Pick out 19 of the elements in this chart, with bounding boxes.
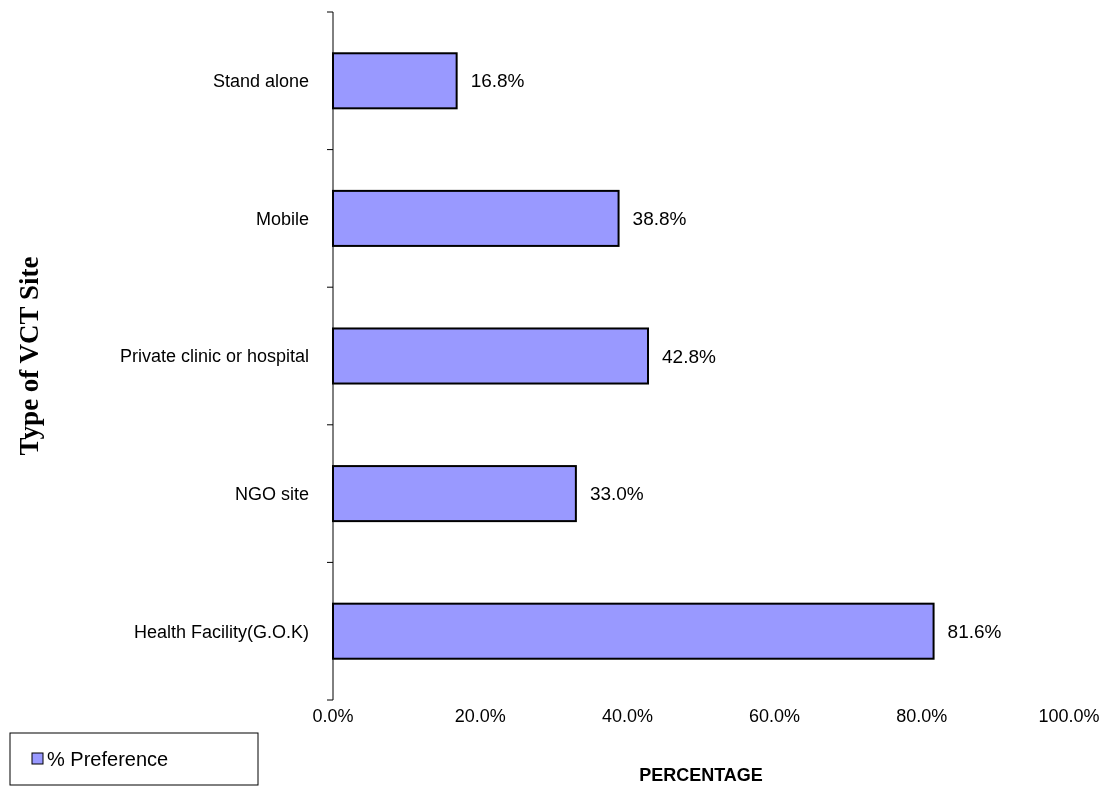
data-label: 16.8% (470, 70, 525, 92)
x-tick-label: 40.0% (601, 706, 653, 726)
data-label: 81.6% (947, 620, 1002, 642)
x-tick-label: 80.0% (896, 706, 948, 726)
x-axis-title: PERCENTAGE (639, 765, 763, 785)
y-tick-label: Stand alone (212, 71, 309, 92)
legend-label: % Preference (47, 748, 169, 770)
y-axis-title: Type of VCT Site (14, 256, 44, 456)
y-tick-label: Health Facility(G.O.K) (133, 621, 309, 642)
data-label: 42.8% (662, 345, 716, 367)
x-tick-label: 20.0% (454, 706, 506, 726)
x-tick-label: 0.0% (312, 706, 354, 726)
x-tick-label: 60.0% (749, 706, 801, 726)
y-tick-label: Mobile (255, 208, 309, 229)
x-tick-label: 100.0% (1038, 706, 1100, 726)
y-tick-label: Private clinic or hospital (119, 346, 309, 367)
data-label: 38.8% (632, 208, 687, 230)
y-tick-label: NGO site (234, 483, 309, 504)
data-label: 33.0% (589, 483, 644, 505)
